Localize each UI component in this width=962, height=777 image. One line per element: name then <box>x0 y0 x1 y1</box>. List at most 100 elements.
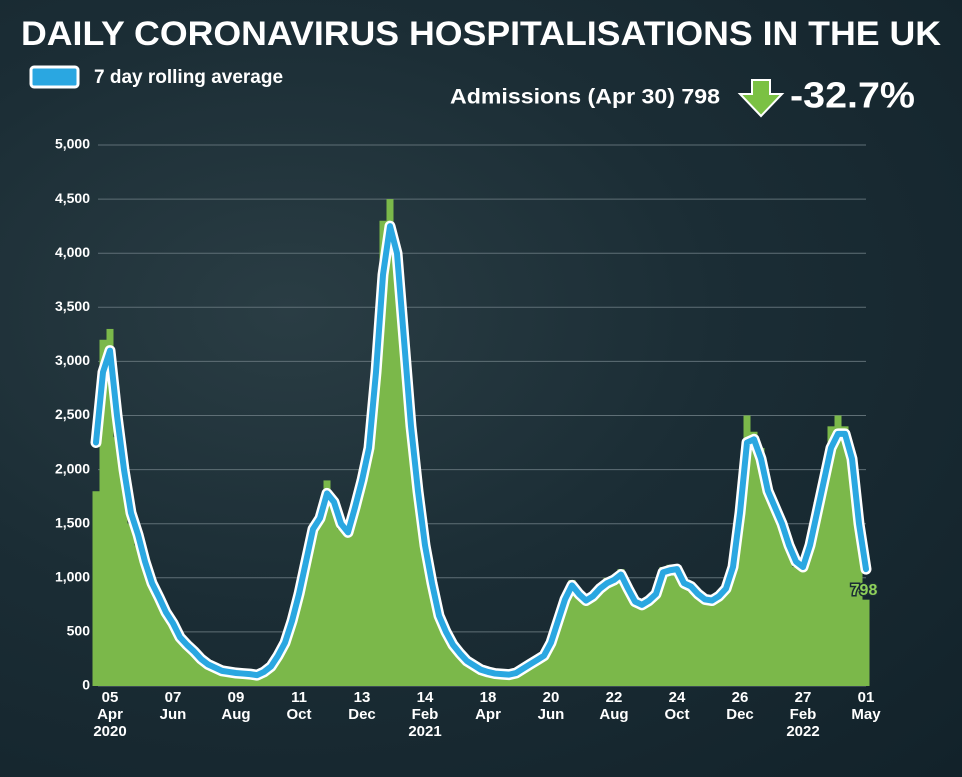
bar <box>176 639 184 686</box>
down-arrow-icon <box>737 79 785 118</box>
bar <box>421 550 429 686</box>
bar <box>547 640 555 686</box>
bar <box>491 674 499 686</box>
bar <box>792 566 800 686</box>
bar <box>120 480 128 686</box>
bar <box>386 199 394 686</box>
bar <box>561 594 569 686</box>
bar <box>687 588 695 686</box>
bar <box>813 502 821 686</box>
bar <box>484 673 492 686</box>
bar <box>288 618 296 686</box>
bar <box>400 361 408 686</box>
bar <box>785 550 793 686</box>
x-tick-label: 26 Dec <box>726 689 754 723</box>
bar <box>316 512 324 686</box>
bar <box>267 667 275 686</box>
bar <box>148 588 156 686</box>
bar <box>498 675 506 686</box>
bar <box>708 602 716 686</box>
bar <box>722 590 730 686</box>
bar <box>92 491 100 686</box>
bar <box>435 618 443 686</box>
bar <box>701 601 709 686</box>
bar <box>834 415 842 686</box>
bar <box>603 577 611 686</box>
bar <box>253 675 261 686</box>
bar <box>855 534 863 686</box>
chart-title: DAILY CORONAVIRUS HOSPITALISATIONS IN TH… <box>21 15 941 53</box>
bar <box>239 674 247 686</box>
bar <box>505 675 513 686</box>
bar <box>134 545 142 686</box>
bar <box>568 579 576 686</box>
x-tick-label: 22 Aug <box>599 689 629 723</box>
bar <box>211 668 219 686</box>
bar <box>596 584 604 686</box>
bar <box>638 607 646 686</box>
bar <box>519 669 527 686</box>
y-tick-label: 2,000 <box>55 460 90 476</box>
bar <box>442 634 450 686</box>
bar <box>736 502 744 686</box>
bar <box>757 447 765 686</box>
bar <box>197 660 205 686</box>
bar <box>743 415 751 686</box>
bar <box>281 643 289 686</box>
bar <box>218 671 226 686</box>
bar <box>351 502 359 686</box>
y-tick-label: 0 <box>82 677 90 693</box>
bar <box>295 590 303 686</box>
bar <box>428 588 436 686</box>
bar <box>274 656 282 686</box>
bar <box>666 564 674 686</box>
bar <box>778 529 786 686</box>
bar <box>750 431 758 686</box>
legend-swatch <box>29 65 80 89</box>
bar <box>372 350 380 686</box>
bar <box>848 469 856 686</box>
x-tick-label: 13 Dec <box>348 689 376 723</box>
bar <box>183 645 191 686</box>
bar <box>715 597 723 686</box>
x-tick-label: 20 Jun <box>537 689 565 723</box>
bar <box>330 507 338 686</box>
bar <box>694 596 702 686</box>
bar <box>862 599 870 686</box>
bar <box>379 220 387 687</box>
x-tick-label: 01 May <box>851 689 881 723</box>
change-label: -32.7% <box>790 75 915 116</box>
bar <box>414 502 422 686</box>
bar <box>729 561 737 686</box>
bar <box>540 656 548 686</box>
bar <box>589 594 597 686</box>
bar <box>449 647 457 686</box>
bar <box>841 426 849 686</box>
bar <box>99 339 107 686</box>
x-tick-label: 09 Aug <box>221 689 251 723</box>
bar <box>806 539 814 686</box>
bar <box>820 469 828 686</box>
bar <box>246 675 254 686</box>
bar <box>645 601 653 686</box>
bar <box>526 665 534 686</box>
y-tick-label: 3,500 <box>55 298 90 314</box>
y-tick-label: 1,000 <box>55 569 90 585</box>
bar <box>680 585 688 686</box>
y-tick-label: 1,500 <box>55 514 90 530</box>
bar <box>155 599 163 686</box>
bar <box>533 661 541 686</box>
bar <box>575 597 583 686</box>
y-tick-label: 2,500 <box>55 406 90 422</box>
legend-label: 7 day rolling average <box>94 67 283 88</box>
y-tick-label: 3,000 <box>55 352 90 368</box>
y-tick-label: 5,000 <box>55 136 90 152</box>
bar <box>169 625 177 686</box>
bar <box>113 437 121 686</box>
bar <box>232 674 240 686</box>
bar <box>365 437 373 686</box>
bar <box>393 264 401 686</box>
bar <box>141 566 149 686</box>
bar <box>764 496 772 686</box>
